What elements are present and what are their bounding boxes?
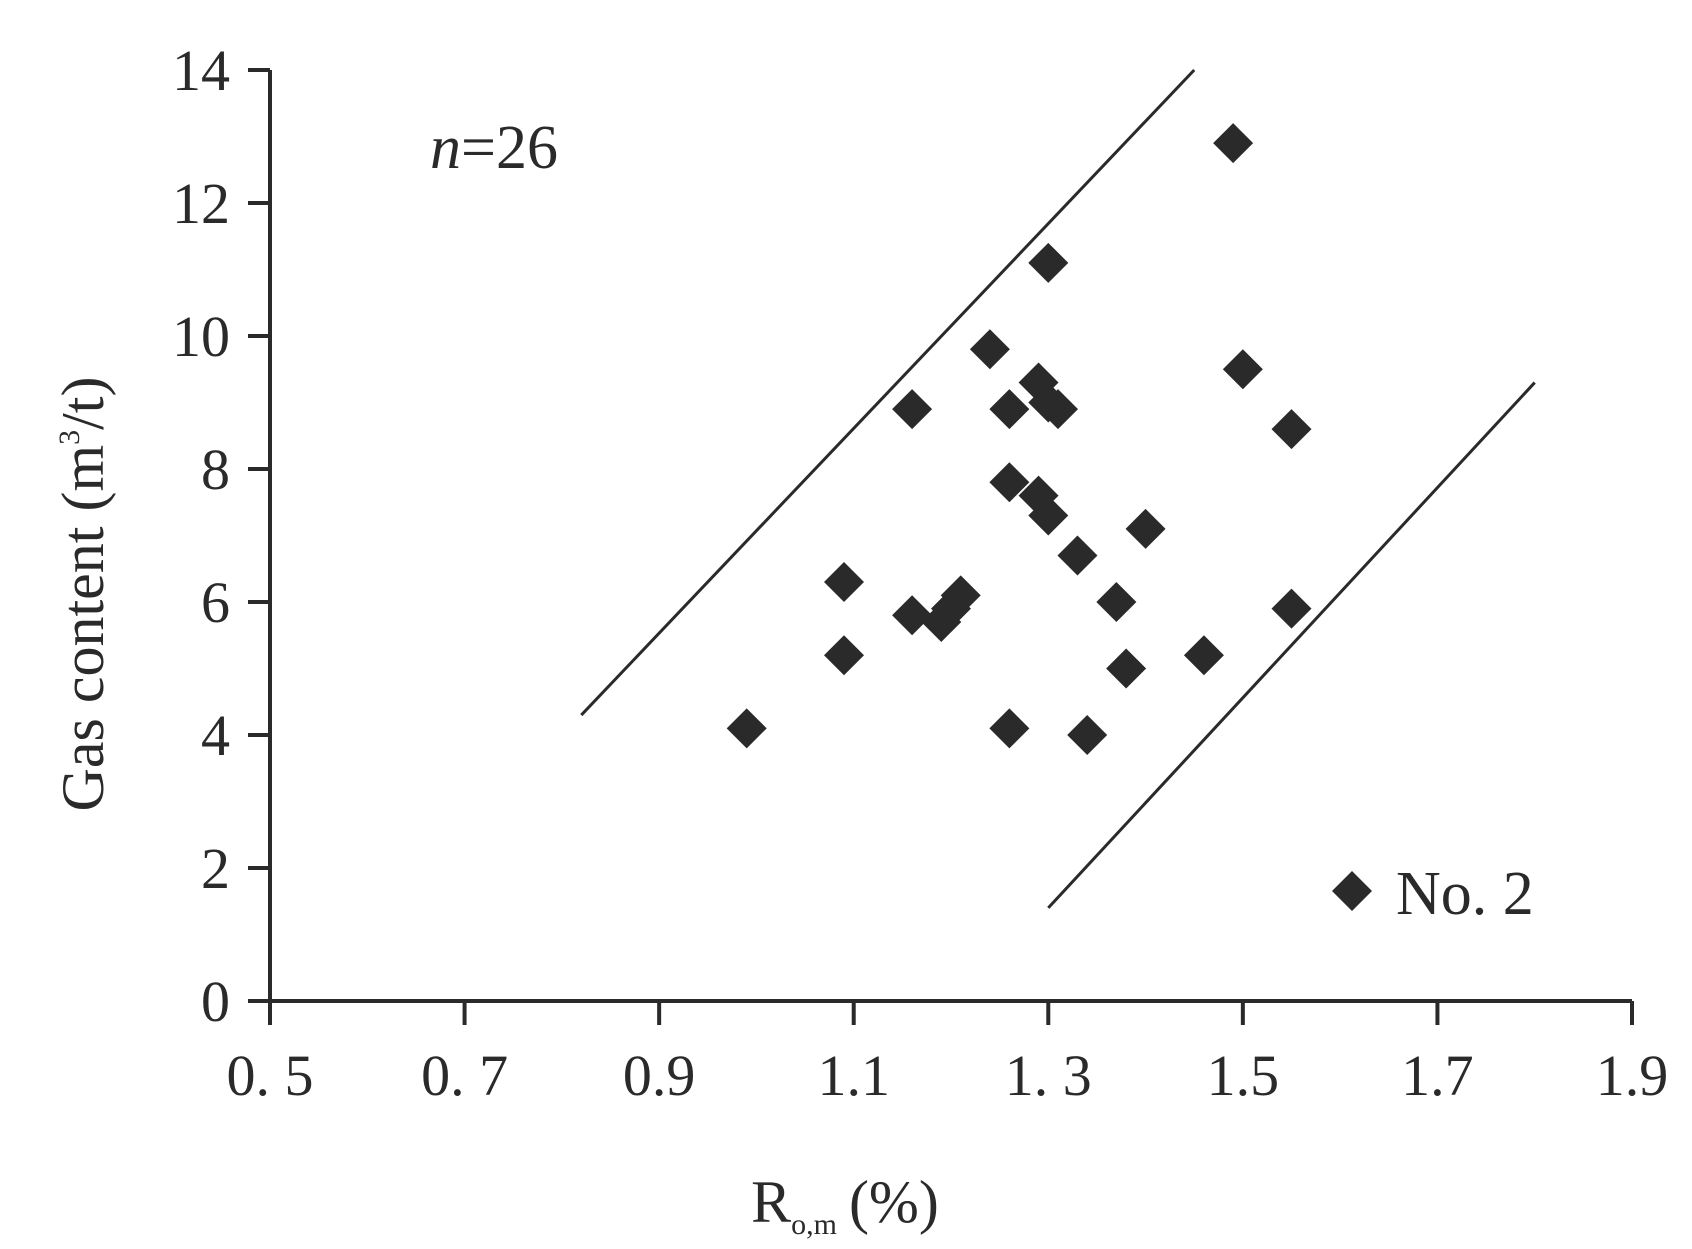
boundary-line [1047, 381, 1536, 909]
y-tick-label: 14 [172, 38, 230, 103]
y-tick-label: 0 [201, 969, 230, 1034]
x-axis-label-sub: o,m [791, 1208, 837, 1241]
data-point [1271, 588, 1312, 629]
data-point [989, 708, 1030, 749]
sample-count-annotation: n=26 [430, 114, 558, 182]
legend-label: No. 2 [1396, 860, 1534, 928]
boundary-line [580, 68, 1196, 717]
x-tick-label: 0.9 [623, 1043, 696, 1108]
y-axis-label-sup: 3 [53, 430, 86, 445]
x-axis-label-main: R [751, 1169, 791, 1235]
y-axis-label-main: Gas content (m [50, 445, 116, 812]
data-point [1028, 495, 1069, 536]
x-tick-label: 1.9 [1596, 1043, 1669, 1108]
x-axis-label-unit: (%) [849, 1169, 939, 1235]
x-tick-label: 0. 5 [227, 1043, 314, 1108]
y-tick-label: 2 [201, 836, 230, 901]
y-axis-label: Gas content (m3/t) [50, 377, 116, 812]
legend: No. 2 [1332, 860, 1534, 928]
data-point [1222, 349, 1263, 390]
data-point [1038, 389, 1079, 430]
data-point [1057, 535, 1098, 576]
annotation-italic: n [430, 114, 461, 182]
axes: 0 2 4 6 8 10 12 14 0. 5 0. 7 0.9 1.1 1. 3 1.5 1.7 1.9 [172, 38, 1668, 1108]
y-axis-label-tail: /t) [50, 377, 116, 430]
data-point [823, 635, 864, 676]
data-point [823, 562, 864, 603]
x-tick-label: 1.5 [1207, 1043, 1280, 1108]
y-tick-label: 8 [201, 437, 230, 502]
y-tick-label: 12 [172, 171, 230, 236]
data-points [726, 123, 1312, 755]
data-point [1125, 508, 1166, 549]
data-point [726, 708, 767, 749]
data-point [1213, 123, 1254, 164]
data-point [940, 575, 981, 616]
data-point [892, 389, 933, 430]
data-point [892, 595, 933, 636]
annotation-text: =26 [461, 114, 558, 182]
data-point [1067, 715, 1108, 755]
legend-diamond-marker [1332, 871, 1372, 911]
data-point [1106, 648, 1147, 689]
data-point [1271, 409, 1312, 450]
x-tick-label: 1.7 [1401, 1043, 1474, 1108]
x-tick-label: 1.1 [817, 1043, 890, 1108]
data-point [1028, 242, 1069, 283]
y-tick-label: 4 [201, 703, 230, 768]
data-point [1096, 582, 1137, 622]
y-tick-label: 10 [172, 304, 230, 369]
y-tick-label: 6 [201, 570, 230, 635]
data-point [969, 329, 1010, 370]
x-tick-label: 1. 3 [1005, 1043, 1092, 1108]
data-point [989, 462, 1030, 503]
boundary-lines [580, 68, 1536, 909]
x-tick-label: 0. 7 [421, 1043, 508, 1108]
x-axis-label: Ro,m (%) [751, 1169, 939, 1241]
data-point [1183, 635, 1224, 676]
data-point [989, 389, 1030, 430]
